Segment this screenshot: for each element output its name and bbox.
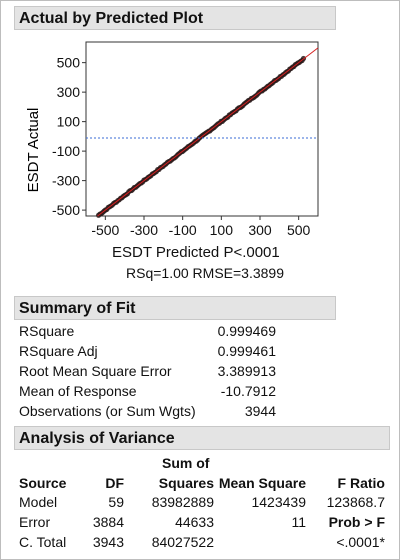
anova-df: 59 bbox=[108, 494, 124, 510]
y-axis-label: ESDT Actual bbox=[25, 108, 42, 193]
x-tick-label: -100 bbox=[169, 222, 197, 238]
summary-label: Root Mean Square Error bbox=[19, 363, 172, 379]
summary-of-fit-header[interactable]: Summary of Fit bbox=[14, 296, 336, 320]
x-axis: -500 -300 -100 100 300 500 bbox=[91, 216, 311, 238]
y-tick-label: 100 bbox=[57, 114, 81, 130]
x-tick-label: -500 bbox=[91, 222, 119, 238]
summary-value: 0.999461 bbox=[217, 343, 276, 359]
summary-value: 3944 bbox=[244, 403, 276, 419]
y-tick-label: -300 bbox=[52, 173, 80, 189]
summary-of-fit-title: Summary of Fit bbox=[19, 300, 136, 317]
anova-col-df: DF bbox=[105, 475, 124, 491]
anova-ss: 84027522 bbox=[151, 534, 214, 550]
anova-source: Error bbox=[19, 514, 51, 530]
anova-header-sum-line1: Sum of bbox=[162, 455, 210, 471]
anova-source: Model bbox=[19, 494, 58, 510]
y-tick-label: 300 bbox=[57, 84, 81, 100]
y-tick-label: -100 bbox=[52, 143, 80, 159]
anova-col-f: F Ratio bbox=[337, 475, 385, 491]
x-tick-label: 300 bbox=[248, 222, 272, 238]
actual-by-predicted-chart: -500 -300 -100 100 300 500 -500 -300 -100 100 300… bbox=[25, 41, 319, 238]
anova-df: 3943 bbox=[92, 534, 124, 550]
fit-line bbox=[97, 47, 319, 217]
x-axis-label: ESDT Predicted P<.0001 bbox=[112, 244, 280, 261]
anova-ss: 44633 bbox=[175, 514, 214, 530]
summary-label: RSquare bbox=[19, 323, 75, 339]
anova-ms: 11 bbox=[291, 514, 306, 530]
x-tick-label: 500 bbox=[287, 222, 311, 238]
anova-f: 123868.7 bbox=[326, 494, 385, 510]
summary-value: -10.7912 bbox=[220, 383, 276, 399]
y-tick-label: -500 bbox=[52, 202, 80, 218]
plot-frame bbox=[85, 41, 319, 217]
anova-df: 3884 bbox=[92, 514, 124, 530]
plot-panel-header[interactable]: Actual by Predicted Plot bbox=[14, 6, 336, 30]
summary-value: 3.389913 bbox=[217, 363, 276, 379]
summary-label: RSquare Adj bbox=[19, 343, 98, 359]
fit-statistics-label: RSq=1.00 RMSE=3.3899 bbox=[126, 265, 284, 281]
anova-pvalue: <.0001* bbox=[336, 534, 385, 550]
plot-panel-title: Actual by Predicted Plot bbox=[19, 10, 204, 27]
summary-label: Observations (or Sum Wgts) bbox=[19, 403, 196, 419]
anova-prob-label: Prob > F bbox=[328, 514, 385, 530]
anova-ss: 83982889 bbox=[151, 494, 214, 510]
anova-col-ss: Squares bbox=[158, 475, 214, 491]
anova-source: C. Total bbox=[19, 534, 67, 550]
anova-title: Analysis of Variance bbox=[19, 430, 175, 447]
anova-ms: 1423439 bbox=[251, 494, 306, 510]
summary-value: 0.999469 bbox=[217, 323, 276, 339]
anova-col-source: Source bbox=[19, 475, 67, 491]
x-tick-label: -300 bbox=[130, 222, 158, 238]
y-axis: -500 -300 -100 100 300 500 bbox=[52, 55, 86, 218]
summary-label: Mean of Response bbox=[19, 383, 137, 399]
anova-header[interactable]: Analysis of Variance bbox=[14, 426, 390, 450]
anova-col-ms: Mean Square bbox=[218, 475, 306, 491]
x-tick-label: 100 bbox=[210, 222, 234, 238]
y-tick-label: 500 bbox=[57, 55, 81, 71]
